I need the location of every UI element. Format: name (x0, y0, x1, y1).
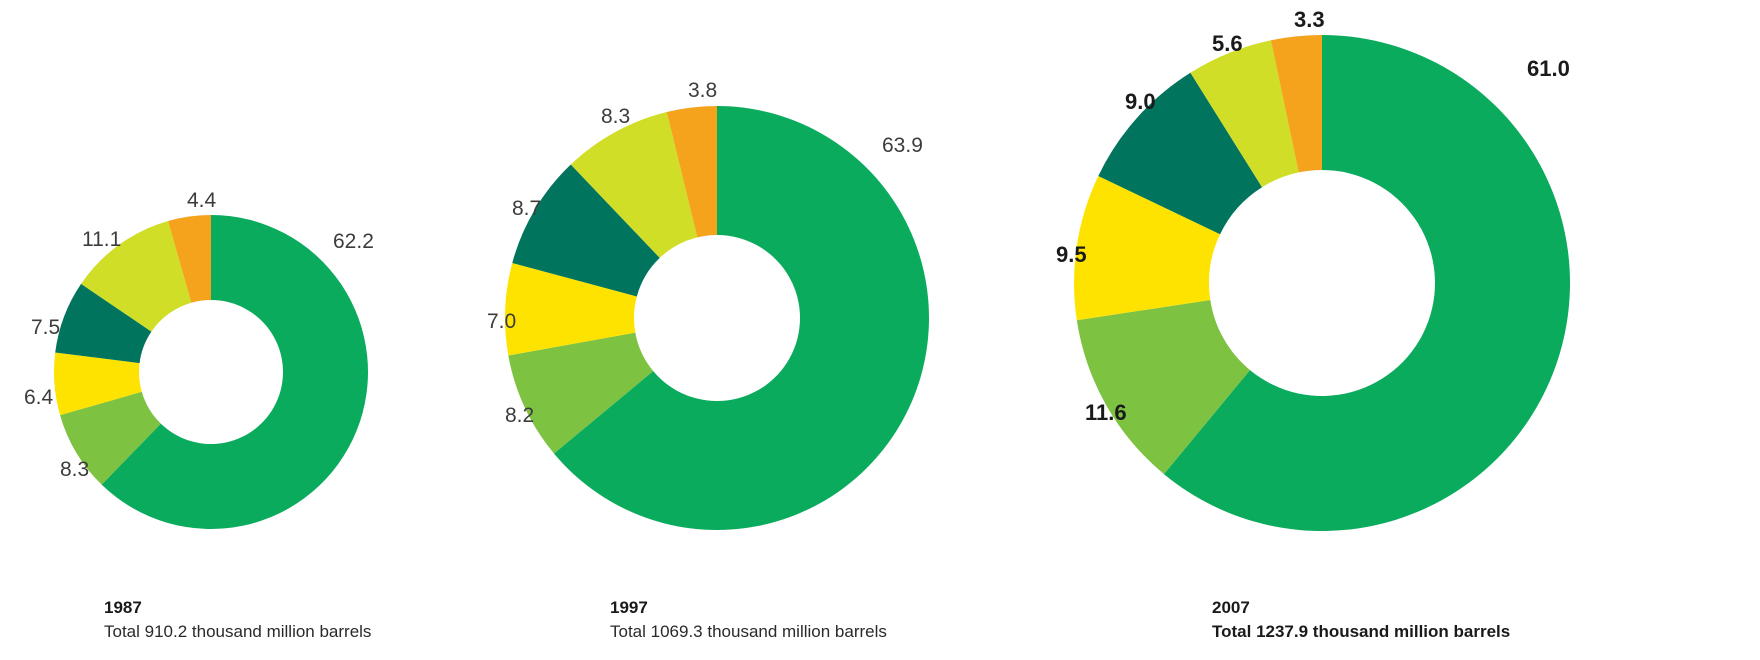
donut-chart-1987: 62.2 8.3 6.4 7.5 11.1 4.4 (24, 189, 374, 529)
donut-slice-1997-2 (505, 262, 637, 356)
caption-total-1997: Total 1069.3 thousand million barrels (610, 622, 887, 641)
slice-label-2007-1: 11.6 (1085, 400, 1127, 425)
donut-chart-1997: 63.9 8.2 7.0 8.7 8.3 3.8 (487, 79, 929, 530)
donut-slice-2007-4 (1190, 40, 1299, 188)
slice-label-1997-4: 8.3 (601, 105, 630, 128)
donut-slice-2007-0 (1163, 35, 1570, 531)
donut-slice-1997-3 (512, 164, 660, 297)
donut-slice-2007-5 (1270, 35, 1322, 173)
slice-label-1997-0: 63.9 (882, 134, 923, 157)
slice-label-1997-3: 8.7 (512, 197, 541, 220)
caption-year-1997: 1997 (610, 598, 648, 617)
donut-slice-1987-5 (168, 215, 211, 303)
slice-label-1987-5: 4.4 (187, 189, 217, 212)
slice-label-1997-5: 3.8 (688, 79, 717, 102)
slice-label-1987-0: 62.2 (333, 230, 374, 253)
slice-label-1997-1: 8.2 (505, 404, 534, 427)
slice-label-1987-1: 8.3 (60, 458, 89, 481)
donut-slice-2007-1 (1076, 299, 1250, 475)
caption-year-2007: 2007 (1212, 598, 1250, 617)
slice-label-2007-3: 9.0 (1125, 89, 1156, 114)
slice-label-2007-0: 61.0 (1527, 56, 1570, 81)
donut-slice-2007-3 (1098, 72, 1263, 235)
donut-slice-1987-3 (55, 283, 152, 364)
slice-label-1987-3: 7.5 (31, 316, 60, 339)
caption-year-1987: 1987 (104, 598, 142, 617)
donut-slice-1987-4 (81, 220, 192, 332)
slice-label-1997-2: 7.0 (487, 310, 516, 333)
donut-slice-1997-1 (508, 332, 654, 454)
donut-slice-1987-0 (101, 215, 368, 529)
donut-slice-1987-1 (60, 391, 161, 485)
donut-chart-2007: 61.0 11.6 9.5 9.0 5.6 3.3 (1056, 7, 1570, 531)
donut-slice-2007-2 (1073, 175, 1221, 321)
slice-label-1987-2: 6.4 (24, 386, 54, 409)
slice-label-2007-4: 5.6 (1212, 31, 1243, 56)
slice-label-1987-4: 11.1 (82, 228, 121, 251)
donut-slice-1987-2 (54, 352, 142, 416)
caption-total-2007: Total 1237.9 thousand million barrels (1212, 622, 1510, 641)
caption-total-1987: Total 910.2 thousand million barrels (104, 622, 371, 641)
slice-label-2007-5: 3.3 (1294, 7, 1325, 32)
donut-slice-1997-4 (570, 112, 698, 258)
donut-slice-1997-5 (666, 106, 717, 238)
donut-slice-1997-0 (553, 106, 929, 530)
slice-label-2007-2: 9.5 (1056, 242, 1087, 267)
